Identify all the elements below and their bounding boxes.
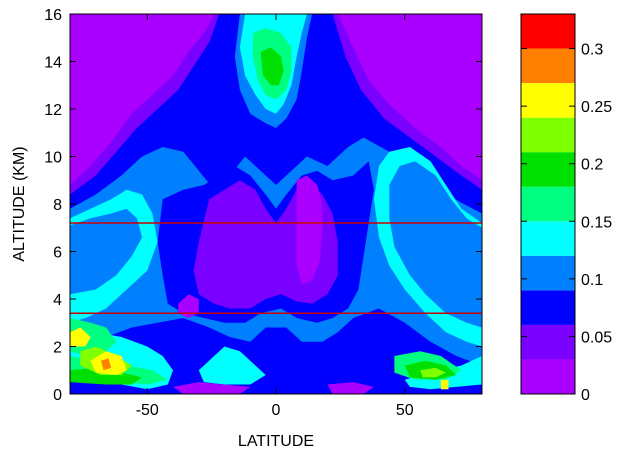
- y-tick-label: 0: [53, 387, 62, 404]
- colorbar-tick-label: 0.1: [581, 272, 603, 289]
- colorbar-tick-label: 0.05: [581, 329, 612, 346]
- colorbar-segment: [521, 186, 575, 222]
- x-tick-label: 0: [272, 402, 281, 419]
- colorbar-segment: [521, 14, 575, 49]
- region-level-0: [173, 382, 251, 394]
- colorbar-segment: [521, 255, 575, 291]
- plot-area: [70, 14, 482, 394]
- region-level-8: [70, 327, 91, 347]
- region-level-0: [296, 175, 323, 285]
- x-tick-label: 50: [396, 402, 414, 419]
- colorbar-segment: [521, 290, 575, 325]
- y-tick-label: 10: [44, 150, 62, 167]
- colorbar-tick-label: 0.15: [581, 214, 612, 231]
- colorbar-segment: [521, 117, 575, 153]
- y-axis-label: ALTITUDE (KM): [11, 146, 28, 261]
- colorbar-tick-label: 0.25: [581, 99, 612, 116]
- colorbar-segment: [521, 324, 575, 360]
- colorbar: 0 0.05 0.1 0.15 0.2 0.25 0.3: [520, 13, 612, 404]
- colorbar-segment: [521, 83, 575, 118]
- colorbar-frame: [520, 13, 576, 395]
- region-level-0: [178, 294, 199, 318]
- colorbar-tick-label: 0.2: [581, 157, 603, 174]
- region-level-8: [440, 379, 449, 390]
- colorbar-segment: [521, 48, 575, 84]
- reference-lines: [70, 222, 482, 314]
- y-axis: 0 2 4 6 8 10 12 14 16: [44, 7, 482, 404]
- region-level-7: [420, 367, 446, 378]
- colorbar-segment: [521, 221, 575, 256]
- x-tick-label: -50: [136, 402, 159, 419]
- colorbar-segment: [521, 152, 575, 187]
- y-tick-label: 4: [53, 292, 62, 309]
- x-axis-label: LATITUDE: [238, 433, 314, 450]
- region-level-4: [198, 346, 266, 385]
- region-level-0: [327, 382, 374, 394]
- region-level-6: [260, 47, 284, 86]
- colorbar-segment: [521, 359, 575, 394]
- y-tick-label: 8: [53, 197, 62, 214]
- y-tick-label: 2: [53, 340, 62, 357]
- region-level-3: [389, 161, 482, 328]
- heatmap-regions: [70, 14, 482, 394]
- colorbar-tick-label: 0: [581, 387, 590, 404]
- region-level-6: [70, 367, 143, 385]
- y-tick-label: 6: [53, 245, 62, 262]
- x-axis: -50 0 50: [136, 14, 414, 419]
- y-tick-label: 12: [44, 102, 62, 119]
- region-level-3: [70, 208, 143, 295]
- y-tick-label: 16: [44, 7, 62, 24]
- y-tick-label: 14: [44, 55, 62, 72]
- colorbar-tick-label: 0.3: [581, 42, 603, 59]
- region-level-9: [100, 358, 112, 371]
